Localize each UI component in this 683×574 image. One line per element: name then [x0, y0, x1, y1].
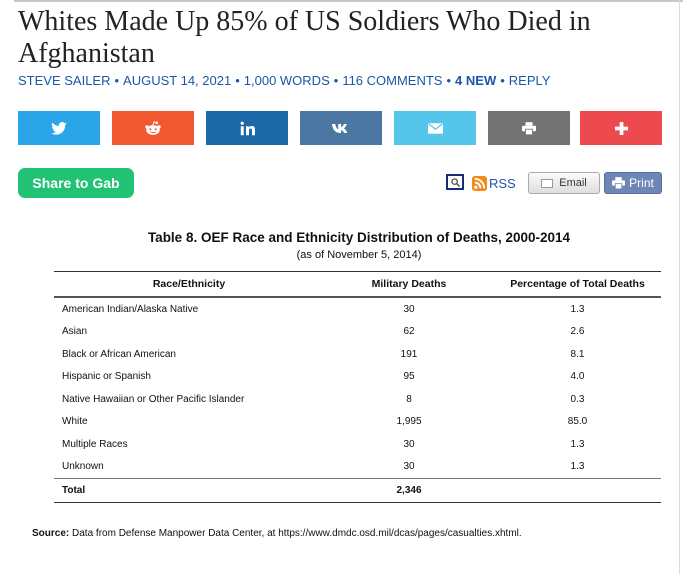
table-row: Unknown 30 1.3	[62, 461, 585, 473]
zoom-button[interactable]	[446, 174, 464, 190]
comments-link[interactable]: 116 COMMENTS	[342, 73, 443, 88]
byline: STEVE SAILER • AUGUST 14, 2021 • 1,000 WORDS…	[18, 73, 551, 88]
table-subcaption: (as of November 5, 2014)	[296, 249, 422, 261]
share-more-button[interactable]	[580, 111, 662, 145]
share-email-button[interactable]	[394, 111, 476, 145]
rss-label: RSS	[489, 176, 516, 191]
source-text: Data from Defense Manpower Data Center, …	[72, 528, 522, 539]
rss-icon	[472, 176, 487, 191]
table-caption: Table 8. OEF Race and Ethnicity Distribu…	[147, 230, 571, 245]
table-row: Hispanic or Spanish 95 4.0	[62, 371, 585, 383]
new-comments-link[interactable]: 4 NEW	[455, 73, 497, 88]
article-tools: RSS Email Print	[446, 172, 666, 196]
print-button[interactable]: Print	[604, 172, 662, 194]
table-row: Black or African American 191 8.1	[62, 348, 585, 360]
email-button[interactable]: Email	[528, 172, 600, 194]
table-total-row: Total 2,346	[54, 478, 661, 502]
author-link[interactable]: STEVE SAILER	[18, 73, 111, 88]
share-vk-button[interactable]	[300, 111, 382, 145]
reddit-icon	[145, 120, 161, 135]
share-to-gab-button[interactable]: Share to Gab	[18, 168, 134, 198]
rss-link[interactable]: RSS	[472, 176, 516, 191]
table-row: American Indian/Alaska Native 30 1.3	[62, 303, 585, 315]
plus-icon	[614, 121, 628, 135]
vk-icon	[332, 123, 348, 133]
share-buttons-row	[18, 111, 662, 145]
envelope-icon	[541, 178, 554, 188]
reply-link[interactable]: REPLY	[508, 73, 551, 88]
table-header-row: Race/Ethnicity Military Deaths Percentag…	[54, 271, 661, 297]
printer-icon	[612, 177, 626, 189]
table-row: Asian 62 2.6	[62, 326, 585, 338]
deaths-table: Race/Ethnicity Military Deaths Percentag…	[54, 271, 661, 503]
share-print-button[interactable]	[488, 111, 570, 145]
email-icon	[427, 122, 443, 134]
table-source: Source: Data from Defense Manpower Data …	[32, 528, 522, 539]
share-reddit-button[interactable]	[112, 111, 194, 145]
share-linkedin-button[interactable]	[206, 111, 288, 145]
article-title: Whites Made Up 85% of US Soldiers Who Di…	[18, 6, 591, 69]
word-count: 1,000 WORDS	[243, 73, 330, 88]
printer-icon	[522, 121, 536, 135]
table-row: White 1,995 85.0	[62, 416, 588, 428]
article-date: AUGUST 14, 2021	[123, 73, 232, 88]
table-row: Multiple Races 30 1.3	[62, 438, 585, 450]
linkedin-icon	[240, 121, 255, 135]
right-border	[679, 0, 680, 574]
table-row: Native Hawaiian or Other Pacific Islande…	[62, 393, 585, 405]
header-race: Race/Ethnicity	[152, 278, 226, 290]
print-button-label: Print	[629, 176, 654, 190]
email-button-label: Email	[559, 177, 587, 189]
twitter-icon	[51, 121, 67, 135]
top-divider	[14, 0, 683, 2]
magnifier-icon	[450, 177, 460, 187]
header-deaths: Military Deaths	[371, 278, 447, 290]
share-twitter-button[interactable]	[18, 111, 100, 145]
source-label: Source:	[32, 528, 70, 539]
header-percentage: Percentage of Total Deaths	[510, 278, 645, 290]
embedded-table-image: Table 8. OEF Race and Ethnicity Distribu…	[54, 220, 664, 502]
